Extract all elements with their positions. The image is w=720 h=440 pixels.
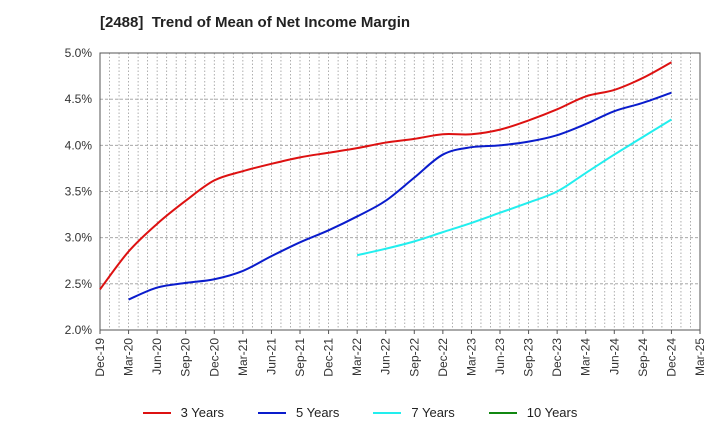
x-tick-label: Mar-23	[464, 338, 478, 376]
axis-layer	[99, 52, 701, 334]
x-tick-label: Sep-23	[522, 338, 536, 377]
x-tick-label: Mar-22	[350, 338, 364, 376]
series-line-7-years	[356, 118, 672, 257]
legend-label: 3 Years	[180, 405, 224, 420]
x-tick-label: Jun-22	[379, 338, 393, 375]
legend-label: 7 Years	[411, 405, 455, 420]
legend-item: 5 Years	[258, 405, 339, 420]
legend-swatch	[258, 411, 286, 414]
y-tick-label: 2.5%	[65, 277, 93, 291]
legend-item: 7 Years	[373, 405, 455, 420]
legend-item: 10 Years	[488, 405, 578, 420]
x-tick-label: Mar-20	[122, 338, 136, 376]
x-tick-label: Mar-24	[579, 338, 593, 376]
x-tick-label: Dec-19	[93, 338, 107, 377]
x-tick-label: Mar-21	[236, 338, 250, 376]
x-tick-label: Mar-25	[693, 338, 707, 376]
x-tick-label: Jun-20	[150, 338, 164, 375]
x-tick-label: Sep-20	[179, 338, 193, 377]
x-tick-label: Dec-20	[207, 338, 221, 377]
series-line-5-years	[128, 91, 672, 301]
series-layer	[99, 61, 672, 301]
tick-labels: 2.0% 2.5% 3.0% 3.5% 4.0% 4.5% 5.0% Dec-19 Mar-20…	[65, 46, 707, 377]
x-tick-label: Sep-24	[636, 338, 650, 377]
x-tick-label: Dec-21	[322, 338, 336, 377]
y-tick-label: 4.0%	[65, 138, 93, 152]
legend-swatch	[488, 411, 517, 414]
y-tick-label: 2.0%	[65, 323, 93, 337]
x-tick-label: Jun-23	[493, 338, 507, 375]
x-tick-label: Dec-24	[664, 338, 678, 377]
legend-item: 3 Years	[142, 405, 224, 420]
legend-swatch	[142, 411, 171, 414]
grid-layer	[100, 53, 700, 330]
y-tick-label: 5.0%	[65, 46, 93, 60]
x-tick-label: Sep-21	[293, 338, 307, 377]
y-tick-label: 3.5%	[65, 185, 93, 199]
legend-swatch	[373, 411, 402, 414]
chart-title: [2488] Trend of Mean of Net Income Margi…	[100, 14, 411, 31]
legend-label: 10 Years	[526, 405, 578, 420]
x-tick-label: Sep-22	[407, 338, 421, 377]
x-tick-label: Jun-24	[607, 338, 621, 375]
x-tick-label: Dec-22	[436, 338, 450, 377]
x-tick-label: Dec-23	[550, 338, 564, 377]
series-line-3-years	[99, 61, 672, 290]
y-tick-label: 4.5%	[65, 92, 93, 106]
legend-label: 5 Years	[296, 405, 340, 420]
x-tick-label: Jun-21	[264, 338, 278, 375]
legend: 3 Years 5 Years 7 Years 10 Years	[0, 405, 720, 420]
plot-frame	[99, 52, 701, 331]
y-tick-label: 3.0%	[65, 231, 93, 245]
